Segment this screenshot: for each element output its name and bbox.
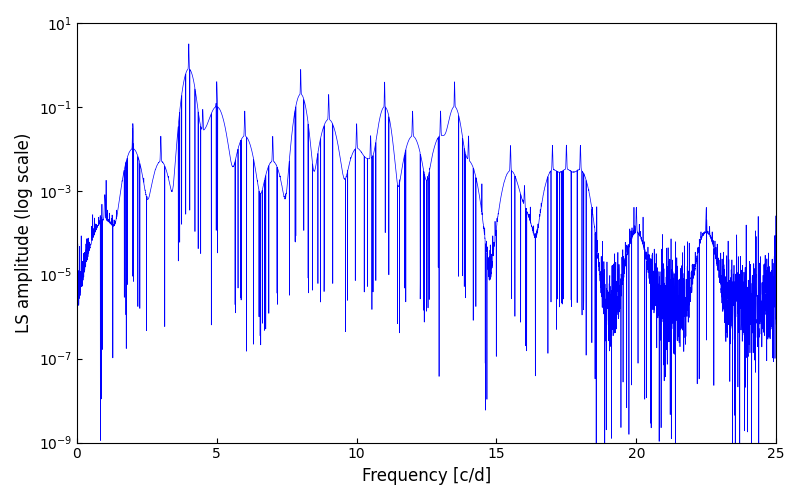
Y-axis label: LS amplitude (log scale): LS amplitude (log scale) — [15, 132, 33, 333]
X-axis label: Frequency [c/d]: Frequency [c/d] — [362, 467, 491, 485]
